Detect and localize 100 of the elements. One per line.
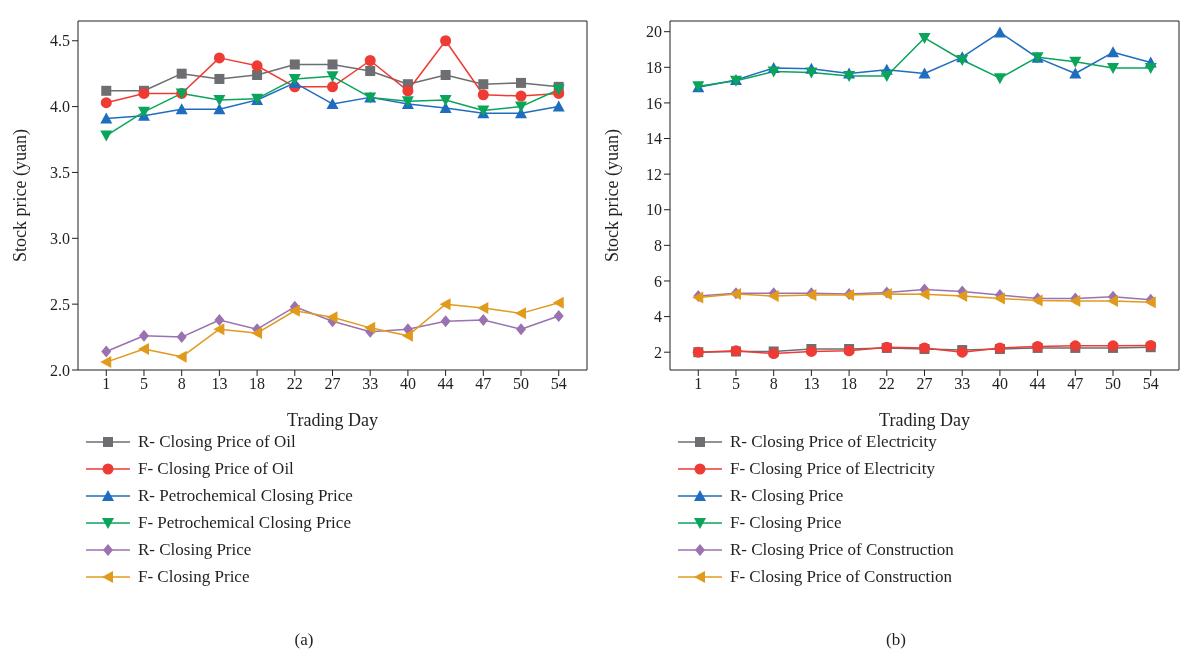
y-tick-label: 2.5 <box>50 295 70 313</box>
x-axis-title: Trading Day <box>287 410 378 430</box>
point <box>440 70 451 80</box>
point <box>993 73 1006 85</box>
x-tick-label: 33 <box>954 375 971 393</box>
point <box>213 323 225 336</box>
point <box>515 90 527 102</box>
point <box>553 310 564 322</box>
y-tick-label: 4 <box>654 308 662 326</box>
point <box>364 321 376 334</box>
point <box>365 66 376 77</box>
point <box>327 81 338 93</box>
y-tick-label: 8 <box>654 237 662 255</box>
x-axis-title: Trading Day <box>879 410 970 430</box>
point <box>175 103 188 115</box>
legend-label: F- Petrochemical Closing Price <box>138 512 351 533</box>
point <box>1107 295 1119 308</box>
point <box>918 67 931 79</box>
point <box>176 331 187 344</box>
y-tick-label: 2 <box>654 343 662 361</box>
x-tick-label: 27 <box>324 375 341 393</box>
point <box>515 307 527 320</box>
point <box>401 329 413 342</box>
y-tick-label: 16 <box>646 94 662 112</box>
point <box>101 85 112 96</box>
point <box>880 71 893 83</box>
point <box>1107 63 1120 75</box>
text: (b) <box>885 630 907 650</box>
x-tick-label: 13 <box>211 375 228 393</box>
x-tick-label: 47 <box>475 375 492 393</box>
point <box>478 313 489 326</box>
point <box>440 315 451 328</box>
y-tick-label: 3.0 <box>50 229 70 247</box>
point <box>289 59 300 70</box>
point <box>137 342 149 355</box>
x-tick-label: 47 <box>1067 375 1084 393</box>
point <box>843 71 856 83</box>
point <box>552 100 565 112</box>
legend-label: F- Closing Price <box>730 512 842 533</box>
point <box>251 327 263 340</box>
point <box>213 52 225 64</box>
point <box>805 67 818 79</box>
legend-label: R- Closing Price <box>138 539 252 560</box>
point <box>1144 63 1157 75</box>
y-tick-label: 12 <box>646 165 662 183</box>
point <box>213 103 226 115</box>
y-tick-label: 4.0 <box>50 98 70 116</box>
point <box>956 55 969 66</box>
point <box>993 26 1006 38</box>
point <box>956 290 968 303</box>
point <box>918 32 931 44</box>
text: (a) <box>293 630 315 650</box>
legend-label: F- Closing Price <box>138 566 250 587</box>
point <box>1069 56 1082 68</box>
x-tick-label: 8 <box>769 375 778 393</box>
x-tick-label: 5 <box>731 375 740 393</box>
point <box>515 101 528 113</box>
point <box>439 298 451 311</box>
legend-label: F- Closing Price of Construction <box>730 566 952 587</box>
point <box>767 66 780 78</box>
point <box>100 356 112 369</box>
point <box>516 77 527 88</box>
x-tick-label: 18 <box>841 375 858 393</box>
legend-label: R- Petrochemical Closing Price <box>138 485 353 506</box>
point <box>1107 46 1120 58</box>
legend-label: R- Closing Price of Oil <box>138 431 296 452</box>
x-tick-label: 50 <box>513 375 530 393</box>
point <box>477 89 489 101</box>
x-tick-label: 54 <box>1142 375 1159 393</box>
point <box>100 112 113 124</box>
point <box>251 60 263 72</box>
point <box>477 302 489 315</box>
point <box>100 130 113 142</box>
point <box>175 350 187 363</box>
point <box>552 296 564 309</box>
x-tick-label: 8 <box>177 375 186 393</box>
point <box>138 329 149 342</box>
legend-label: R- Closing Price of Electricity <box>730 431 937 452</box>
y-tick-label: 6 <box>654 272 662 290</box>
y-axis-title: Stock price (yuan) <box>10 129 32 262</box>
y-tick-label: 4.5 <box>50 32 70 50</box>
y-tick-label: 20 <box>646 23 662 41</box>
point <box>364 55 376 67</box>
x-tick-label: 13 <box>803 375 820 393</box>
point <box>326 311 338 324</box>
point <box>176 68 187 79</box>
x-tick-label: 1 <box>694 375 703 393</box>
x-tick-label: 44 <box>1029 375 1046 393</box>
x-tick-label: 5 <box>139 375 148 393</box>
y-tick-label: 2.0 <box>50 361 70 379</box>
legend-label: F- Closing Price of Oil <box>138 458 294 479</box>
y-tick-label: 18 <box>646 58 662 76</box>
point <box>327 59 338 70</box>
legend-label: R- Closing Price of Construction <box>730 539 954 560</box>
point <box>214 313 225 326</box>
x-tick-label: 22 <box>286 375 303 393</box>
point <box>100 97 112 109</box>
legend-label: F- Closing Price of Electricity <box>730 458 935 479</box>
x-tick-label: 18 <box>249 375 266 393</box>
x-tick-label: 27 <box>916 375 933 393</box>
